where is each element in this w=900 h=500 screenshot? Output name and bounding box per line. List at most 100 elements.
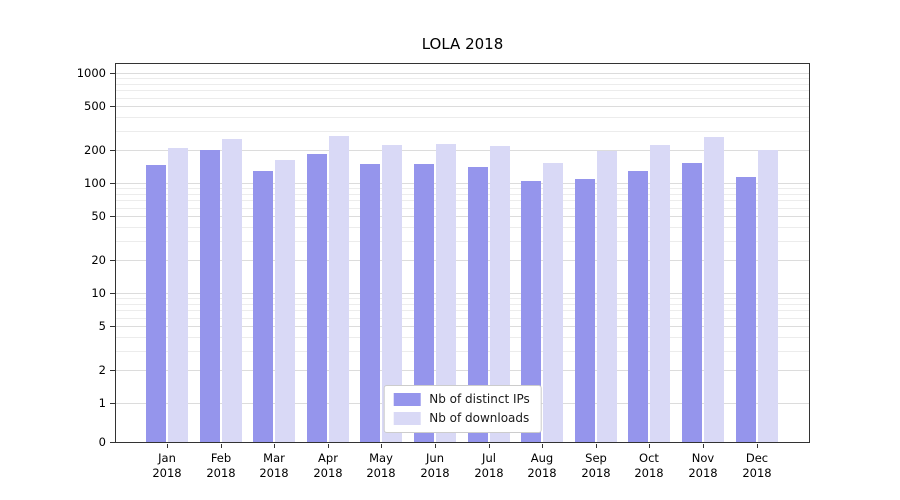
gridline-major — [116, 216, 809, 217]
x-tick-year: 2018 — [474, 466, 504, 480]
y-tick-label: 100 — [84, 176, 106, 190]
y-tick-label: 5 — [98, 319, 106, 333]
gridline-major — [116, 183, 809, 184]
x-tick-label-feb: Feb 2018 — [191, 451, 251, 481]
x-tick-mark — [649, 444, 650, 448]
x-tick-label-jul: Jul 2018 — [459, 451, 519, 481]
x-tick-year: 2018 — [152, 466, 182, 480]
x-tick-mark — [489, 444, 490, 448]
gridline-minor — [116, 194, 809, 195]
y-tick-mark — [110, 106, 115, 107]
x-tick-year: 2018 — [688, 466, 718, 480]
gridline-minor — [116, 117, 809, 118]
bar-downloads-dec — [758, 150, 778, 442]
gridline-minor — [116, 188, 809, 189]
y-tick-label: 1 — [98, 396, 106, 410]
x-axis: Jan 2018 Feb 2018 Mar 2018 Apr 2018 May 2018 Jun 20… — [116, 443, 811, 493]
gridline-minor — [116, 131, 809, 132]
bar-downloads-oct — [650, 145, 670, 442]
y-tick-label: 200 — [84, 143, 106, 157]
gridline-major — [116, 326, 809, 327]
x-tick-mark — [167, 444, 168, 448]
bar-ips-jan — [146, 165, 166, 442]
bar-ips-aug — [521, 181, 541, 442]
x-tick-mark — [596, 444, 597, 448]
x-tick-label-aug: Aug 2018 — [512, 451, 572, 481]
bar-downloads-jul — [490, 146, 510, 442]
y-tick-label: 10 — [91, 286, 106, 300]
y-tick-label: 20 — [91, 253, 106, 267]
bar-downloads-may — [382, 145, 402, 442]
gridline-major — [116, 293, 809, 294]
x-tick-month: May — [369, 451, 393, 465]
bar-ips-mar — [253, 171, 273, 442]
bar-ips-sep — [575, 179, 595, 442]
bar-downloads-mar — [275, 160, 295, 442]
x-tick-label-oct: Oct 2018 — [619, 451, 679, 481]
x-tick-mark — [221, 444, 222, 448]
gridline-minor — [116, 98, 809, 99]
y-tick-label: 500 — [84, 99, 106, 113]
x-tick-label-dec: Dec 2018 — [727, 451, 787, 481]
bar-downloads-jun — [436, 144, 456, 442]
gridline-minor — [116, 78, 809, 79]
gridline-minor — [116, 208, 809, 209]
y-tick-mark — [110, 403, 115, 404]
bar-downloads-feb — [222, 139, 242, 442]
y-tick-label: 50 — [91, 209, 106, 223]
bar-ips-oct — [628, 171, 648, 442]
x-tick-label-nov: Nov 2018 — [673, 451, 733, 481]
gridline-major — [116, 106, 809, 107]
gridline-minor — [116, 351, 809, 352]
y-tick-mark — [110, 326, 115, 327]
y-tick-mark — [110, 183, 115, 184]
x-tick-year: 2018 — [527, 466, 557, 480]
x-tick-label-may: May 2018 — [351, 451, 411, 481]
bar-downloads-nov — [704, 137, 724, 442]
x-tick-month: Nov — [691, 451, 715, 465]
x-tick-year: 2018 — [742, 466, 772, 480]
x-tick-label-mar: Mar 2018 — [244, 451, 304, 481]
bar-downloads-sep — [597, 151, 617, 442]
legend-label-0: Nb of distinct IPs — [429, 392, 530, 406]
gridline-minor — [116, 84, 809, 85]
x-tick-month: Apr — [318, 451, 338, 465]
y-tick-mark — [110, 260, 115, 261]
bar-downloads-apr — [329, 136, 349, 442]
x-tick-year: 2018 — [366, 466, 396, 480]
chart-title: LOLA 2018 — [421, 35, 504, 53]
gridline-minor — [116, 241, 809, 242]
gridline-major — [116, 260, 809, 261]
y-tick-mark — [110, 216, 115, 217]
y-axis-labels: 0 1 2 5 10 20 50 100 200 500 1000 — [0, 64, 106, 449]
gridline-major — [116, 150, 809, 151]
y-tick-mark — [110, 370, 115, 371]
gridline-minor — [116, 227, 809, 228]
gridline-minor — [116, 200, 809, 201]
x-tick-label-jan: Jan 2018 — [137, 451, 197, 481]
gridline-minor — [116, 318, 809, 319]
gridline-minor — [116, 337, 809, 338]
x-tick-month: Oct — [639, 451, 659, 465]
x-tick-month: Feb — [210, 451, 232, 465]
y-tick-mark — [110, 442, 115, 443]
x-tick-month: Dec — [745, 451, 769, 465]
bar-ips-feb — [200, 150, 220, 442]
x-tick-mark — [757, 444, 758, 448]
x-tick-mark — [328, 444, 329, 448]
x-tick-year: 2018 — [420, 466, 450, 480]
x-tick-mark — [274, 444, 275, 448]
gridline-minor — [116, 304, 809, 305]
y-tick-label: 2 — [98, 363, 106, 377]
y-tick-mark — [110, 293, 115, 294]
x-tick-month: Jul — [482, 451, 496, 465]
legend-swatch-0 — [393, 392, 421, 406]
x-tick-mark — [703, 444, 704, 448]
legend: Nb of distinct IPs Nb of downloads — [383, 385, 542, 433]
x-tick-month: Mar — [263, 451, 285, 465]
gridline-major — [116, 73, 809, 74]
bar-ips-jun — [414, 164, 434, 442]
x-tick-mark — [435, 444, 436, 448]
x-tick-year: 2018 — [634, 466, 664, 480]
